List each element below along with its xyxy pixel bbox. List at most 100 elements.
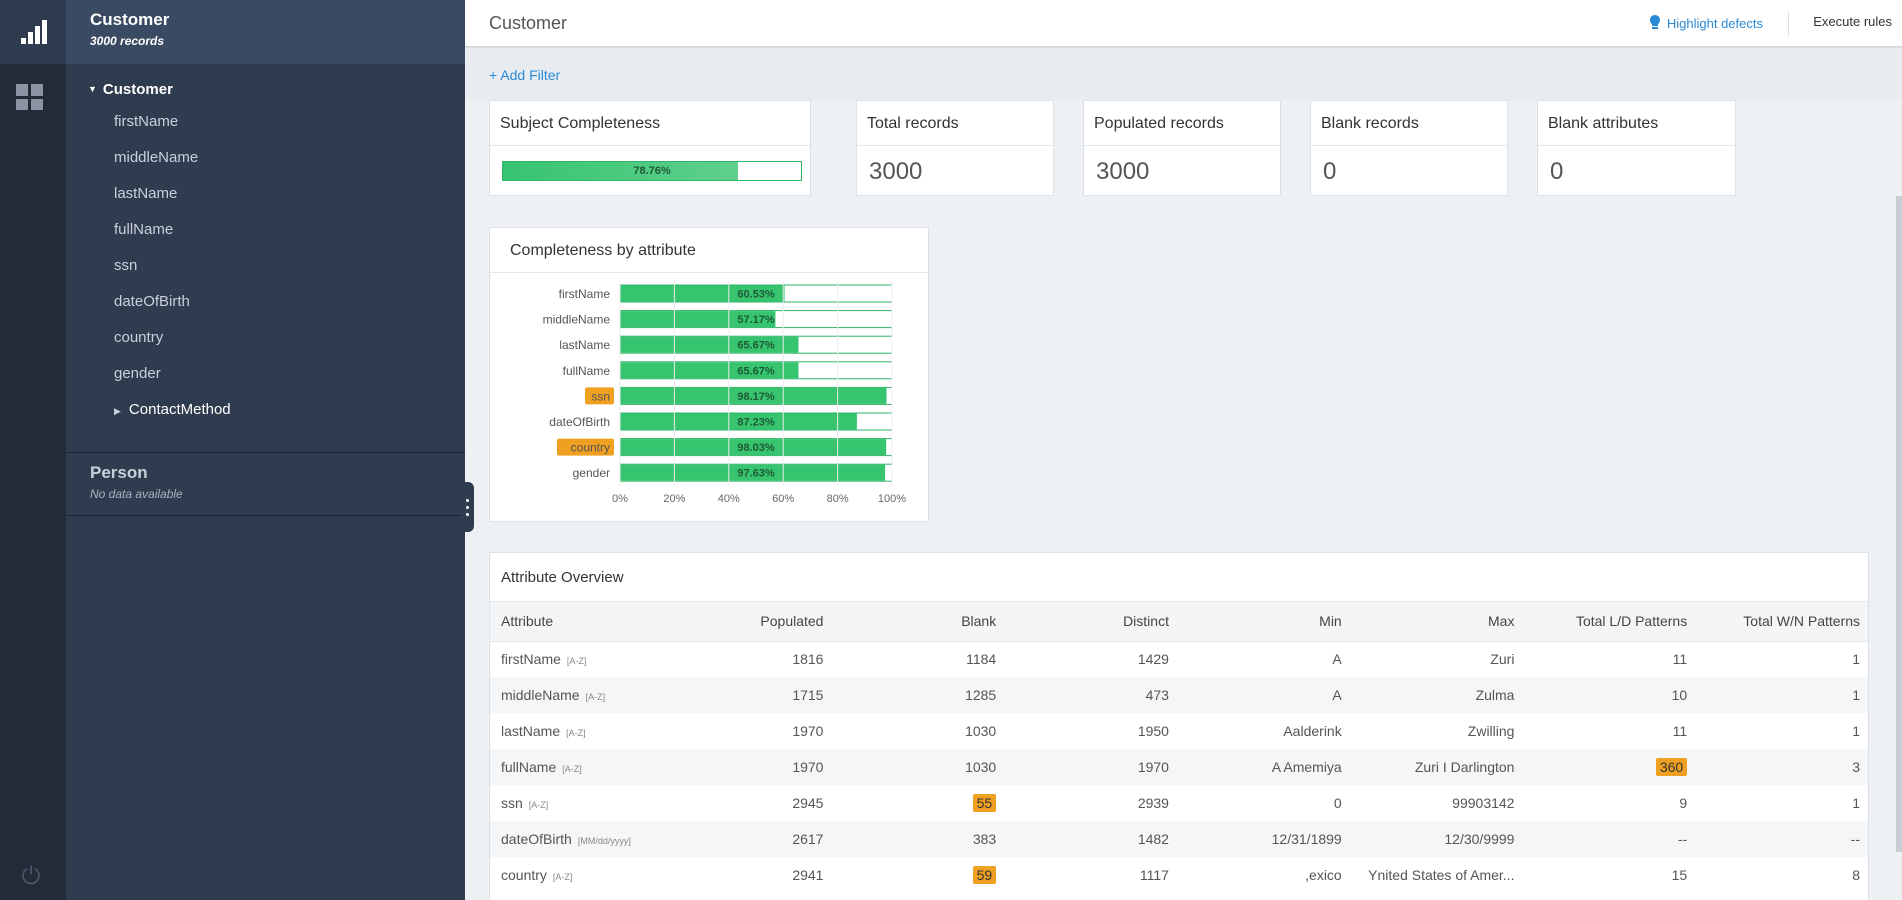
category-label: dateOfBirth: [549, 415, 610, 429]
tree-item-fullname[interactable]: fullName: [114, 221, 174, 238]
card-value: 3000: [1096, 158, 1150, 185]
cell-value: 1816: [792, 651, 824, 668]
cell-value: 1: [1852, 651, 1860, 668]
data-label: 98.03%: [737, 442, 775, 454]
col-populated[interactable]: Populated: [650, 602, 832, 642]
x-tick-label: 80%: [827, 493, 849, 505]
col-distinct[interactable]: Distinct: [1004, 602, 1177, 642]
cell-distinct: 1117: [1004, 857, 1177, 893]
cell-value: 1715: [792, 687, 824, 703]
col-wn-patterns[interactable]: Total W/N Patterns: [1695, 602, 1868, 642]
x-tick-label: 20%: [663, 493, 685, 505]
highlight-defects-button[interactable]: Highlight defects: [1649, 14, 1763, 33]
attribute-name: country: [501, 867, 547, 883]
sidebar-resize-handle[interactable]: [461, 482, 474, 532]
cell-value: 9: [1679, 795, 1688, 811]
cell-value: 1030: [965, 723, 997, 739]
tree-item-dateofbirth[interactable]: dateOfBirth: [114, 293, 190, 310]
sidebar-subject-person[interactable]: Person No data available: [66, 452, 465, 516]
tree-root-customer[interactable]: ▼ Customer: [66, 78, 465, 100]
bar: [620, 439, 887, 456]
category-label: fullName: [563, 364, 611, 378]
cell-blank: 383: [831, 821, 1005, 857]
cell-attribute: country [A-Z]: [490, 857, 651, 893]
cell-min: 0: [1177, 785, 1350, 821]
cell-value: --: [1677, 831, 1688, 847]
card-value: 0: [1550, 158, 1564, 185]
card-title: Blank attributes: [1538, 101, 1735, 146]
cell-wn: 8: [1695, 857, 1868, 893]
blank-attributes-card: Blank attributes 0: [1537, 100, 1736, 196]
col-min[interactable]: Min: [1176, 602, 1350, 642]
cell-distinct: 1482: [1004, 821, 1177, 857]
cell-attribute: lastName [A-Z]: [490, 713, 651, 749]
cell-attribute: middleName [A-Z]: [490, 677, 651, 713]
tree-item-lastname[interactable]: lastName: [114, 185, 178, 202]
cell-attribute: ssn [A-Z]: [490, 785, 651, 821]
cell-value: 1: [1852, 795, 1860, 811]
card-value: 3000: [869, 158, 923, 185]
analytics-logo-icon[interactable]: [0, 0, 66, 64]
cell-value: 1950: [1137, 723, 1169, 739]
cell-ld: 10: [1522, 677, 1696, 713]
tree-item-firstname[interactable]: firstName: [114, 113, 179, 130]
cell-populated: 1715: [650, 677, 832, 713]
category-label: middleName: [543, 313, 611, 327]
cell-blank: 1285: [831, 677, 1005, 713]
col-attribute[interactable]: Attribute: [490, 602, 651, 642]
cell-wn: 1: [1695, 713, 1868, 749]
bar: [620, 413, 857, 430]
tree-item-middlename[interactable]: middleName: [114, 149, 199, 166]
tree-item-ssn[interactable]: ssn: [114, 257, 138, 274]
cell-min: Aalderink: [1177, 713, 1350, 749]
tree-item-gender[interactable]: gender: [114, 365, 161, 382]
cell-blank: 1030: [831, 713, 1004, 749]
cell-value: 99903142: [1452, 795, 1515, 811]
data-label: 98.17%: [737, 391, 775, 403]
sidebar-header-customer[interactable]: Customer 3000 records: [66, 0, 465, 64]
table-row[interactable]: lastName [A-Z] 1970 1030 1950 Aalderink Zwilli…: [490, 713, 1868, 749]
execute-rules-button[interactable]: Execute rules: [1813, 14, 1892, 29]
table-row[interactable]: country [A-Z] 2941 59 1117 ,exico Ynited State…: [490, 857, 1868, 893]
cell-blank: 1030: [831, 749, 1005, 785]
cell-value: 1970: [792, 723, 824, 739]
cell-value: 473: [1145, 687, 1169, 703]
defect-badge: 59: [972, 866, 997, 884]
attribute-name: middleName: [501, 687, 580, 703]
col-blank[interactable]: Blank: [831, 602, 1005, 642]
cell-distinct: 1950: [1004, 713, 1177, 749]
cell-blank: 55: [831, 785, 1004, 821]
table-row[interactable]: ssn [A-Z] 2945 55 2939 0 99903142 9 1: [490, 785, 1868, 821]
category-label: firstName: [559, 287, 611, 301]
cell-value: 1285: [965, 687, 997, 703]
table-row[interactable]: dateOfBirth [MM/dd/yyyy] 2617 383 1482 12/31/…: [490, 821, 1868, 857]
col-max[interactable]: Max: [1349, 602, 1523, 642]
tree-item-contactmethod[interactable]: ▶ ContactMethod: [66, 392, 465, 428]
table-row[interactable]: middleName [A-Z] 1715 1285 473 A Zulma 10 1: [490, 677, 1868, 713]
col-ld-patterns[interactable]: Total L/D Patterns: [1522, 602, 1696, 642]
cell-populated: 2617: [650, 821, 832, 857]
bar: [620, 362, 799, 379]
cell-max: Zulma: [1349, 677, 1523, 713]
table-row[interactable]: firstName [A-Z] 1816 1184 1429 A Zuri 11 1: [490, 641, 1868, 677]
tree-item-country[interactable]: country: [114, 329, 164, 346]
cell-ld: --: [1522, 821, 1696, 857]
x-tick-label: 40%: [718, 493, 740, 505]
table-title: Attribute Overview: [490, 553, 1868, 602]
populated-records-card: Populated records 3000: [1083, 100, 1281, 196]
category-highlight: [585, 387, 614, 405]
attribute-format: [A-Z]: [566, 656, 587, 667]
category-label: lastName: [559, 338, 610, 352]
attribute-name: firstName: [501, 651, 561, 668]
dashboard-grid-icon[interactable]: [16, 84, 43, 110]
page-scrollbar[interactable]: [1896, 196, 1902, 852]
power-icon[interactable]: ⏻: [21, 863, 41, 890]
lightbulb-icon: [1649, 14, 1661, 33]
bar: [620, 311, 776, 328]
add-filter-button[interactable]: + Add Filter: [489, 67, 561, 83]
cell-value: 1: [1852, 723, 1860, 739]
table-row[interactable]: fullName [A-Z] 1970 1030 1970 A Amemiya Zuri I…: [490, 749, 1868, 785]
cell-max: Zwilling: [1350, 713, 1523, 749]
cell-ld: 360: [1522, 749, 1696, 785]
topbar-divider: [1788, 12, 1789, 36]
